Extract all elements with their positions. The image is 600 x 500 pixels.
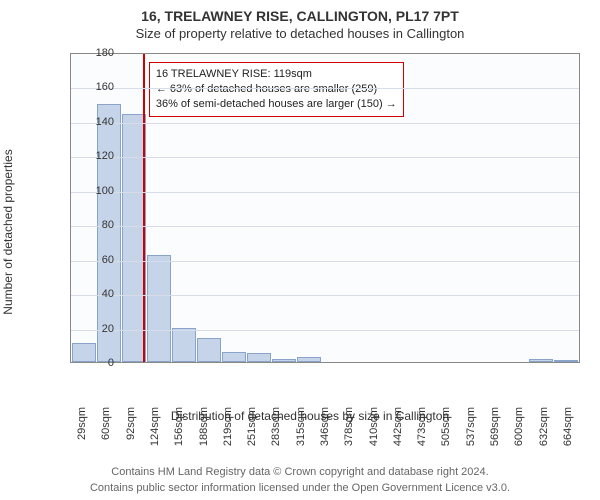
- footer-licence: Contains public sector information licen…: [0, 482, 600, 494]
- bar: [554, 360, 578, 362]
- y-tick-label: 60: [84, 254, 114, 266]
- y-tick-label: 120: [84, 150, 114, 162]
- y-tick-label: 160: [84, 81, 114, 93]
- gridline: [71, 330, 579, 331]
- gridline: [71, 261, 579, 262]
- gridline: [71, 123, 579, 124]
- title-sub: Size of property relative to detached ho…: [0, 24, 600, 47]
- y-tick-label: 100: [84, 185, 114, 197]
- y-axis-label: Number of detached properties: [1, 149, 15, 314]
- footer-copyright: Contains HM Land Registry data © Crown c…: [0, 466, 600, 478]
- y-tick-label: 180: [84, 47, 114, 59]
- chart-area: Number of detached properties 16 TRELAWN…: [30, 47, 590, 417]
- gridline: [71, 295, 579, 296]
- bar: [147, 255, 171, 362]
- bar: [172, 328, 196, 362]
- y-tick-label: 140: [84, 116, 114, 128]
- bar: [197, 338, 221, 362]
- y-tick-label: 40: [84, 288, 114, 300]
- bar: [297, 357, 321, 362]
- gridline: [71, 88, 579, 89]
- y-tick-label: 0: [84, 357, 114, 369]
- bar: [222, 352, 246, 362]
- plot-region: 16 TRELAWNEY RISE: 119sqm ← 63% of detac…: [70, 53, 580, 363]
- bar: [247, 353, 271, 362]
- x-axis-label: Distribution of detached houses by size …: [30, 409, 590, 423]
- annotation-line3: 36% of semi-detached houses are larger (…: [156, 97, 397, 112]
- y-tick-label: 80: [84, 219, 114, 231]
- x-ticks-container: 29sqm60sqm92sqm124sqm156sqm188sqm219sqm2…: [70, 365, 580, 409]
- title-main: 16, TRELAWNEY RISE, CALLINGTON, PL17 7PT: [0, 0, 600, 24]
- gridline: [71, 226, 579, 227]
- annotation-line1: 16 TRELAWNEY RISE: 119sqm: [156, 67, 397, 82]
- gridline: [71, 192, 579, 193]
- y-tick-label: 20: [84, 323, 114, 335]
- bar: [272, 359, 296, 362]
- bar: [529, 359, 553, 362]
- gridline: [71, 157, 579, 158]
- reference-marker-line: [143, 54, 145, 362]
